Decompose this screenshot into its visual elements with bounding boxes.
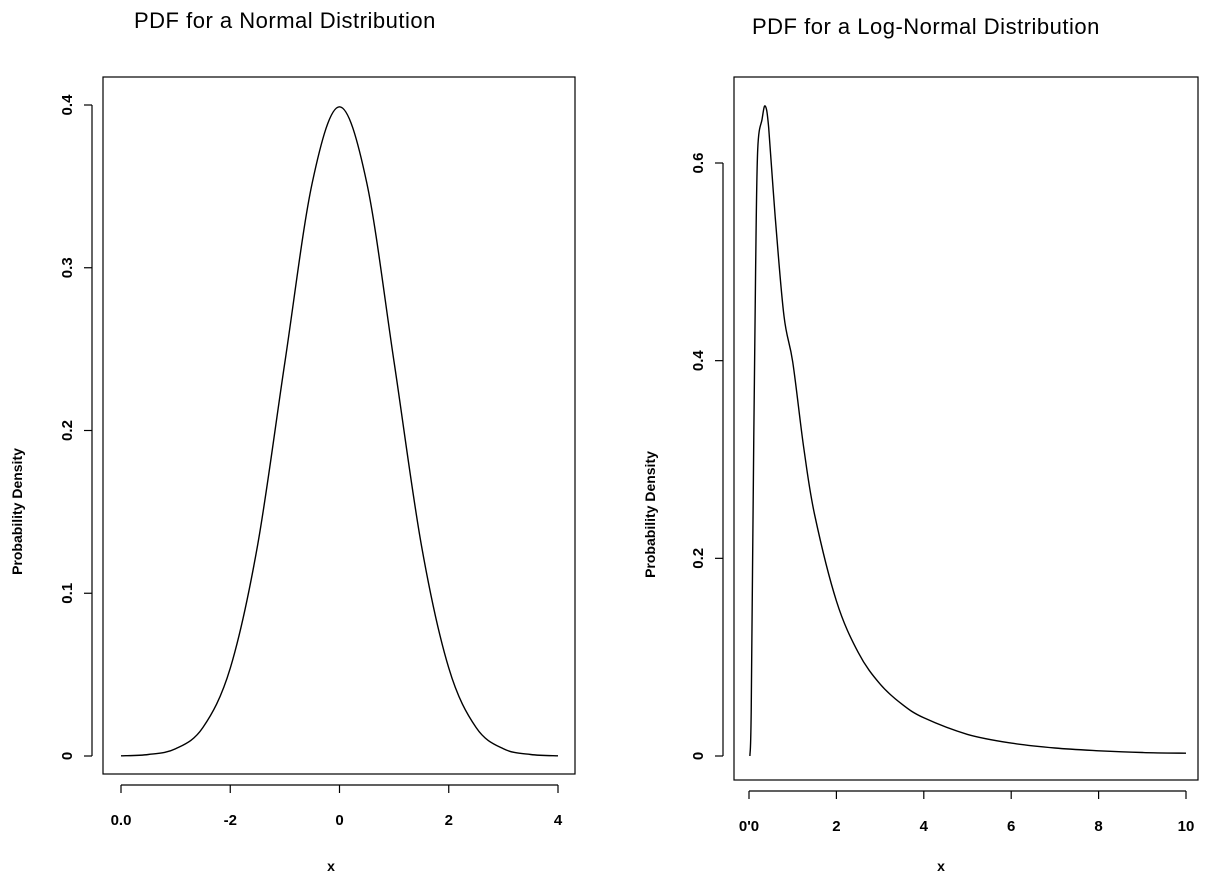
y-tick-label-normal: 0.2	[59, 420, 76, 441]
series-line-lognormal	[749, 105, 1187, 757]
chart-normal: 0.0 -2 0 2 4 0 0.1 0.2 0.3 0.4 x Probability Densit…	[9, 76, 576, 874]
series-line-normal	[120, 106, 559, 757]
y-axis-title-normal: Probability Density	[9, 448, 25, 575]
x-tick-label-normal: -2	[224, 812, 237, 829]
y-tick-label-normal: 0	[59, 752, 76, 760]
x-tick-label-lognormal: 0'0	[739, 818, 759, 835]
x-tick-label-normal: 2	[445, 812, 453, 829]
x-tick-label-lognormal: 8	[1094, 818, 1102, 835]
x-axis-title-normal: x	[327, 858, 335, 874]
x-tick-label-lognormal: 6	[1007, 818, 1015, 835]
x-tick-label-normal: 0	[335, 812, 343, 829]
x-axis-title-lognormal: x	[937, 858, 945, 874]
y-tick-label-normal: 0.4	[59, 94, 76, 116]
x-tick-label-lognormal: 4	[920, 818, 929, 835]
y-tick-label-lognormal: 0	[690, 752, 707, 760]
chart-title-lognormal: PDF for a Log-Normal Distribution	[752, 14, 1100, 39]
y-tick-label-normal: 0.3	[59, 257, 76, 278]
y-tick-label-normal: 0.1	[59, 583, 76, 604]
y-axis-title-lognormal: Probability Density	[642, 451, 658, 578]
plot-frame-lognormal	[733, 76, 1199, 781]
x-tick-label-lognormal: 10	[1178, 818, 1195, 835]
x-tick-label-normal: 4	[554, 812, 563, 829]
x-tick-label-lognormal: 2	[832, 818, 840, 835]
y-tick-label-lognormal: 0.4	[690, 350, 707, 372]
chart-title-normal: PDF for a Normal Distribution	[134, 8, 436, 33]
plot-frame-normal	[102, 76, 576, 775]
y-tick-label-lognormal: 0.6	[690, 153, 707, 174]
chart-lognormal: 0'0 2 4 6 8 10 0 0.2 0.4 0.6 x Probability Density	[642, 76, 1199, 874]
x-tick-label-normal: 0.0	[111, 812, 132, 829]
y-tick-label-lognormal: 0.2	[690, 548, 707, 569]
